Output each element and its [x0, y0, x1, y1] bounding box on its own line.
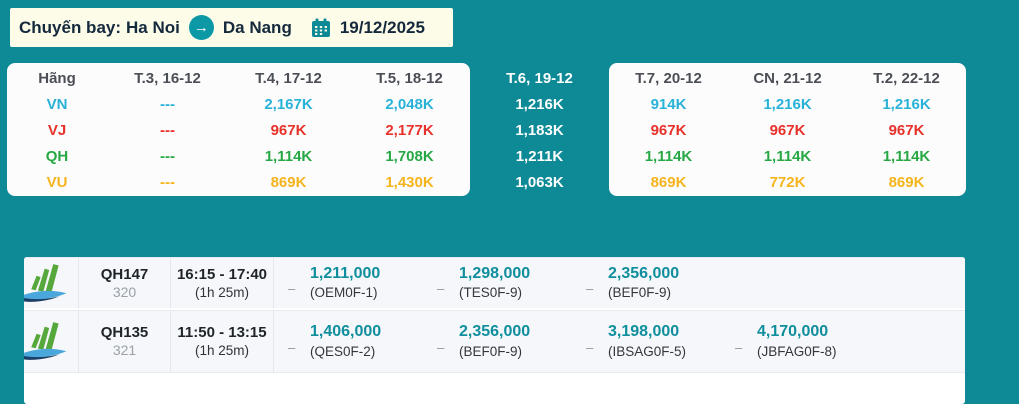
selected-day-column[interactable]: T.6, 19-12 1,216K 1,183K 1,211K 1,063K — [470, 57, 609, 203]
fare-cell[interactable]: 1,114K — [264, 147, 313, 165]
fare-option[interactable]: – 4,170,000 (JBFAG0F-8) — [721, 310, 870, 372]
day-header[interactable]: T.3, 16-12 — [134, 70, 201, 87]
flight-row[interactable]: QH135 321 11:50 - 13:15 (1h 25m) – 1,406… — [24, 310, 965, 373]
fare-dash: – — [437, 340, 445, 355]
fare-cell[interactable]: 2,177K — [385, 121, 434, 139]
fare-cell[interactable]: 967K — [650, 121, 687, 139]
fare-cell[interactable]: 1,708K — [385, 147, 434, 165]
fare-dash: – — [735, 340, 743, 355]
fare-option[interactable]: – 3,198,000 (IBSAG0F-5) — [572, 310, 721, 372]
fare-cell[interactable]: 2,167K — [264, 95, 313, 113]
fare-class-code: (QES0F-2) — [310, 343, 376, 359]
fare-options: – 1,211,000 (OEM0F-1) – 1,298,000 (TES0F… — [274, 257, 965, 308]
fare-class-code: (JBFAG0F-8) — [757, 343, 837, 359]
fare-price: 1,211,000 — [310, 264, 381, 282]
flight-number: QH147 — [100, 265, 149, 283]
fare-cell[interactable]: --- — [160, 121, 175, 139]
aircraft-type: 320 — [112, 283, 137, 300]
fare-cell[interactable]: 967K — [270, 121, 307, 139]
fare-price: 1,406,000 — [310, 323, 382, 341]
fare-option[interactable]: – 1,211,000 (OEM0F-1) — [274, 257, 423, 308]
selected-day-header[interactable]: T.6, 19-12 — [506, 70, 573, 87]
fare-cell-selected[interactable]: 1,183K — [515, 121, 564, 139]
fare-cell[interactable]: 1,114K — [763, 147, 812, 165]
fare-price: 4,170,000 — [757, 323, 829, 341]
fare-cell-selected[interactable]: 1,211K — [515, 147, 564, 165]
calendar-icon — [311, 18, 330, 37]
fare-cell[interactable]: --- — [160, 95, 175, 113]
fare-cell[interactable]: 869K — [888, 173, 925, 191]
fare-price: 1,298,000 — [459, 264, 531, 282]
flight-number: QH135 — [100, 324, 149, 341]
fare-cell[interactable]: 1,114K — [644, 147, 693, 165]
airline-code-vn: VN — [46, 95, 68, 113]
fare-dash: – — [586, 340, 594, 355]
fare-cell[interactable]: 967K — [888, 121, 925, 139]
fare-option[interactable]: – 2,356,000 (BEF0F-9) — [572, 257, 721, 308]
airline-code-vj: VJ — [47, 121, 67, 139]
fare-cell[interactable]: 967K — [769, 121, 806, 139]
fare-class-code: (TES0F-9) — [459, 285, 523, 300]
fare-price: 3,198,000 — [608, 323, 680, 341]
fare-cell[interactable]: --- — [160, 147, 175, 165]
fare-cell[interactable]: 1,114K — [882, 147, 931, 165]
fare-cell[interactable]: 869K — [650, 173, 687, 191]
bamboo-airways-logo-icon — [24, 322, 67, 360]
airline-code-qh: QH — [45, 147, 69, 165]
day-header[interactable]: T.5, 18-12 — [376, 70, 443, 87]
destination-city[interactable]: Da Nang — [222, 17, 292, 37]
fare-cell[interactable]: 772K — [769, 173, 806, 191]
day-header[interactable]: CN, 21-12 — [753, 70, 822, 87]
fare-cell[interactable]: 2,048K — [385, 95, 434, 113]
fare-class-code: (BEF0F-9) — [608, 285, 672, 300]
fare-option[interactable]: – 1,406,000 (QES0F-2) — [274, 310, 423, 372]
departure-arrival-time: 11:50 - 13:15 — [177, 324, 267, 341]
fare-option[interactable]: – 1,298,000 (TES0F-9) — [423, 257, 572, 308]
fare-cell[interactable]: 1,430K — [385, 173, 434, 191]
fare-class-code: (OEM0F-1) — [310, 285, 378, 300]
fare-dash: – — [288, 281, 296, 296]
fare-dash: – — [437, 281, 445, 296]
airline-logo-cell — [24, 257, 79, 308]
fare-class-code: (IBSAG0F-5) — [608, 343, 687, 359]
fare-price: 2,356,000 — [459, 323, 531, 341]
fare-cell[interactable]: 914K — [650, 95, 687, 113]
flight-results-card: QH147 320 16:15 - 17:40 (1h 25m) – 1,211… — [24, 257, 965, 404]
day-header[interactable]: T.4, 17-12 — [255, 70, 322, 87]
aircraft-type: 321 — [112, 342, 137, 358]
origin-city[interactable]: Ha Noi — [126, 17, 180, 37]
fare-dash: – — [586, 281, 594, 296]
arrow-right-icon: → — [188, 15, 214, 40]
fare-options: – 1,406,000 (QES0F-2) – 2,356,000 (BEF0F… — [274, 310, 965, 372]
fare-calendar-left-panel: Hãng T.3, 16-12 T.4, 17-12 T.5, 18-12 VN… — [7, 63, 470, 196]
date-picker-value[interactable]: 19/12/2025 — [339, 17, 425, 37]
flight-duration: (1h 25m) — [194, 284, 250, 300]
fare-cell[interactable]: 1,216K — [763, 95, 812, 113]
day-header[interactable]: T.2, 22-12 — [873, 70, 940, 87]
fare-dash: – — [288, 340, 296, 355]
fare-option[interactable]: – 2,356,000 (BEF0F-9) — [423, 310, 572, 372]
route-summary-bar[interactable]: Chuyến bay: Ha Noi → Da Nang 19/12/2025 — [10, 8, 453, 47]
fare-cell[interactable]: 1,216K — [882, 95, 931, 113]
flight-duration: (1h 25m) — [194, 343, 250, 358]
fare-cell-selected[interactable]: 1,216K — [515, 95, 564, 113]
route-label: Chuyến bay: — [19, 17, 122, 37]
fare-class-code: (BEF0F-9) — [459, 343, 523, 359]
day-header[interactable]: T.7, 20-12 — [635, 70, 702, 87]
airline-code-vu: VU — [46, 173, 68, 191]
airline-column-header: Hãng — [38, 70, 76, 87]
fare-price: 2,356,000 — [608, 264, 680, 282]
fare-calendar-right-panel: T.7, 20-12 CN, 21-12 T.2, 22-12 914K 1,2… — [609, 63, 966, 196]
flight-row[interactable]: QH147 320 16:15 - 17:40 (1h 25m) – 1,211… — [24, 257, 965, 310]
departure-arrival-time: 16:15 - 17:40 — [176, 265, 268, 283]
fare-cell[interactable]: 869K — [270, 173, 307, 191]
airline-logo-cell — [24, 310, 79, 372]
fare-cell[interactable]: --- — [160, 173, 175, 191]
bamboo-airways-logo-icon — [24, 263, 67, 302]
fare-cell-selected[interactable]: 1,063K — [515, 173, 564, 191]
